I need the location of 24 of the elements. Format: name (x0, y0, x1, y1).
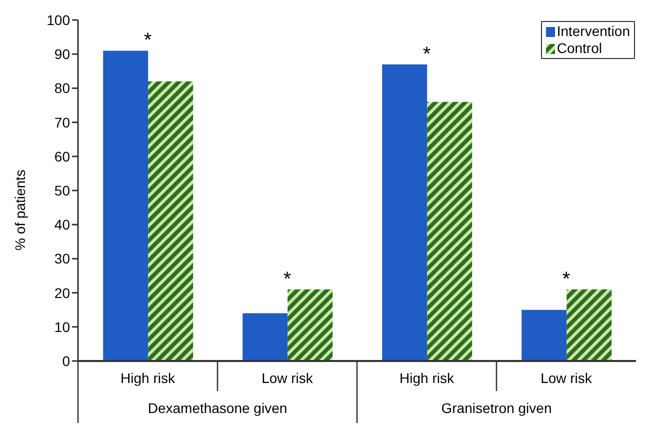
legend-label: Intervention (556, 23, 630, 40)
x-tick-label: Low risk (262, 370, 314, 386)
y-tick-label: 20 (54, 284, 70, 301)
x-tick-label: High risk (120, 370, 176, 386)
y-tick-label: 90 (54, 46, 70, 62)
y-tick-label: 100 (46, 12, 70, 28)
annotation: * (144, 30, 152, 52)
text: Granisetron given (441, 400, 552, 416)
text: Dexamethasone given (148, 400, 288, 416)
y-tick-label: 60 (54, 148, 70, 164)
y-tick-label: 40 (54, 216, 70, 233)
y-tick-label: 10 (54, 318, 70, 335)
annotation: * (562, 268, 570, 290)
y-tick-label: 50 (54, 182, 70, 198)
legend-label: Control (556, 40, 602, 57)
y-tick-label: 0 (62, 352, 70, 369)
y-tick-label: 70 (54, 114, 70, 130)
x-tick-label: High risk (400, 370, 455, 386)
y-tick-label: 80 (54, 80, 70, 96)
annotation: * (283, 268, 292, 290)
y-tick-label: 30 (54, 250, 70, 267)
y-axis-title: % of patients (12, 170, 28, 250)
x-tick-label: Low risk (540, 370, 593, 386)
annotation: * (422, 43, 431, 66)
